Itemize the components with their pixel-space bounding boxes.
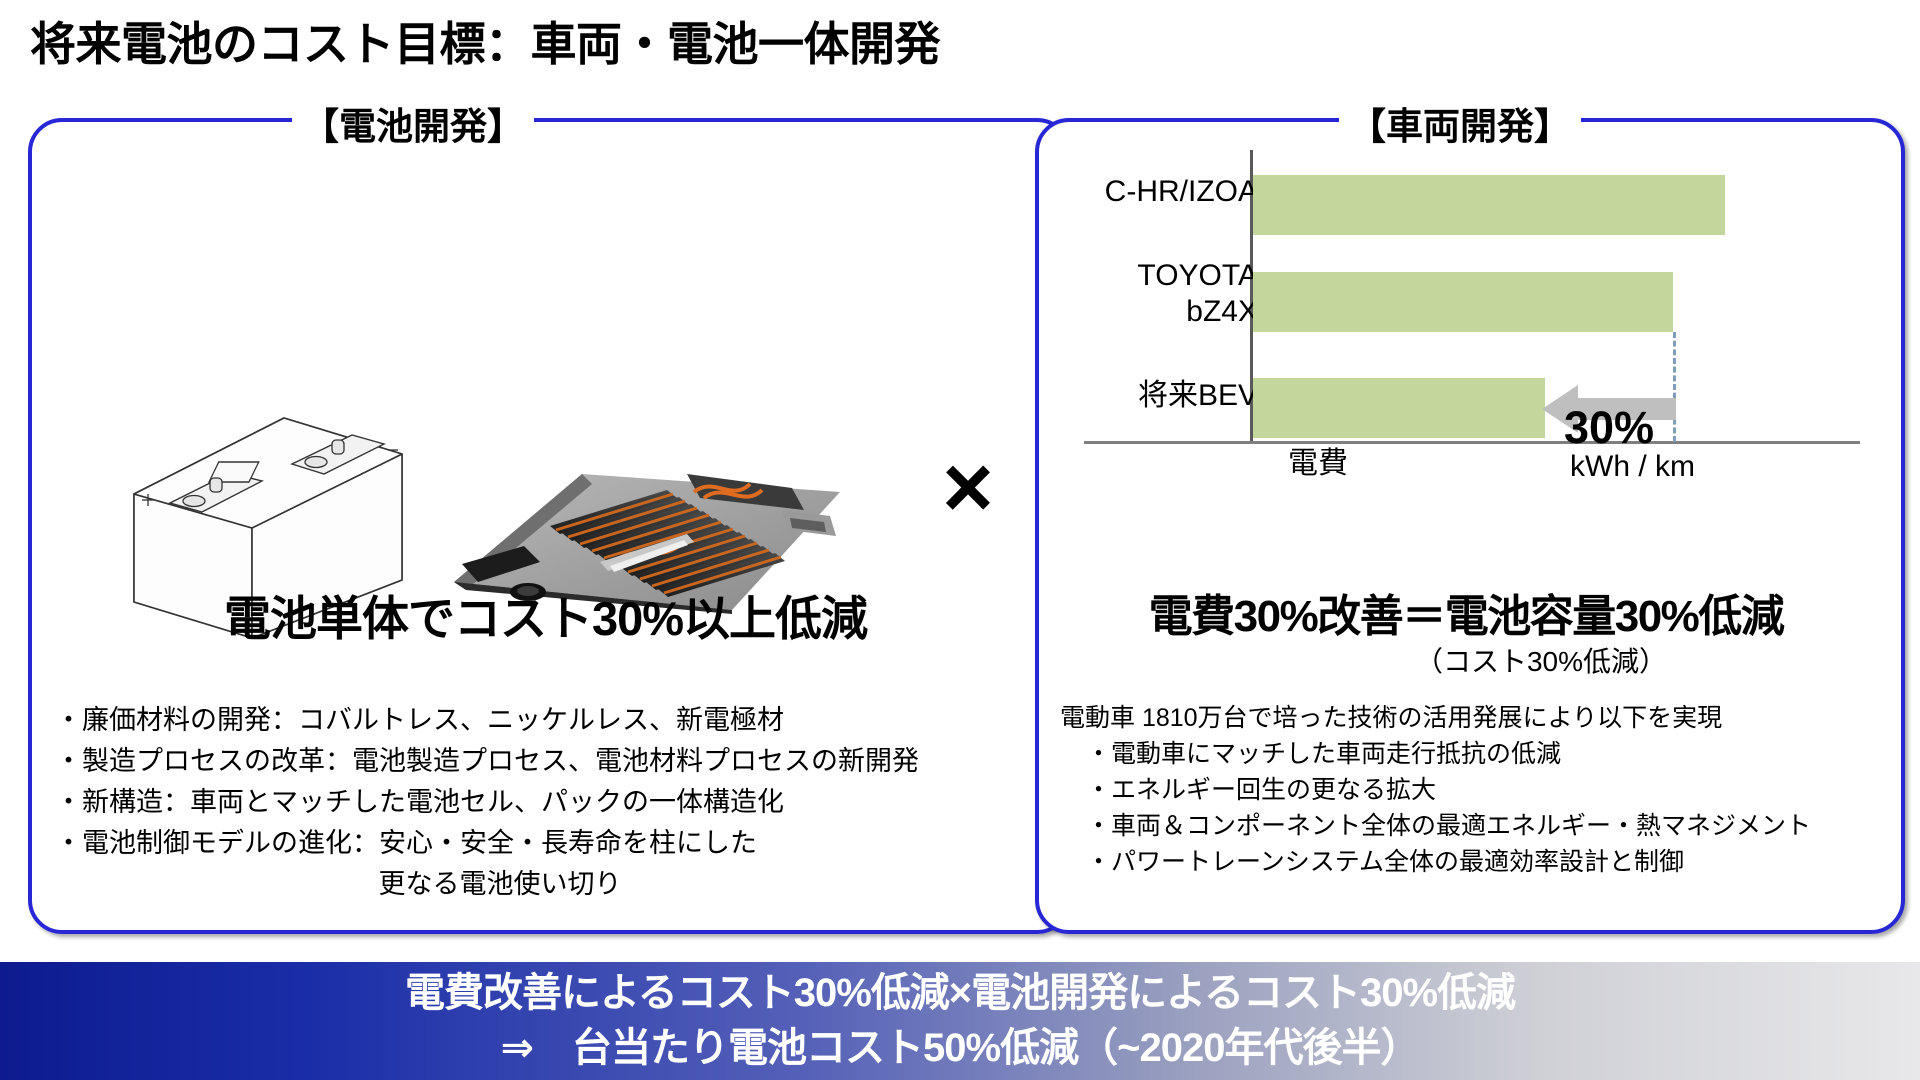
page-title: 将来電池のコスト目標：車両・電池一体開発: [30, 18, 941, 70]
list-item: ・製造プロセスの改革：電池製造プロセス、電池材料プロセスの新開発: [55, 746, 919, 776]
x-axis-label: 電費: [1288, 447, 1348, 480]
headline-battery: 電池単体でコスト30%以上低減: [223, 592, 868, 645]
list-item: ・車両＆コンポーネント全体の最適エネルギー・熱マネジメント: [1086, 812, 1812, 840]
bar-toyota-bz4x: [1253, 272, 1673, 332]
headline-vehicle: 電費30%改善＝電池容量30%低減: [1148, 592, 1785, 641]
reduction-percent-label: 30%: [1564, 402, 1655, 453]
bar-c-hr-izoa: [1253, 175, 1725, 235]
banner-line-2: ⇒ 台当たり電池コスト50%低減（~2020年代後半）: [500, 1026, 1421, 1070]
list-item: ・廉価材料の開発：コバルトレス、ニッケルレス、新電極材: [55, 705, 784, 735]
panel-vehicle-development: 【車両開発】: [1035, 96, 1905, 934]
list-item: ・電動車にマッチした車両走行抵抗の低減: [1086, 740, 1562, 768]
chart-x-axis: [1084, 441, 1860, 444]
reduction-arrow-icon: [1542, 382, 1676, 436]
bar-label-2: 将来BEV: [1137, 379, 1258, 412]
banner-line-1: 電費改善によるコスト30%低減×電池開発によるコスト30%低減: [404, 971, 1516, 1015]
bullets-vehicle: 電動車 1810万台で培った技術の活用発展により以下を実現 ・電動車にマッチした…: [1060, 700, 1890, 880]
battery-pack-photo: [432, 414, 862, 634]
panel-header-vehicle: 【車両開発】: [1339, 96, 1581, 150]
subline-vehicle: （コスト30%低減）: [1414, 646, 1668, 677]
bar-label-1-line1: TOYOTA: [1137, 259, 1258, 292]
list-item: ・電池制御モデルの進化：安心・安全・長寿命を柱にした: [55, 828, 757, 858]
panel-battery-development: 【電池開発】: [28, 96, 1071, 934]
list-item: 電動車 1810万台で培った技術の活用発展により以下を実現: [1060, 704, 1723, 732]
bar-label-1-line2: bZ4X: [1186, 295, 1258, 328]
multiply-symbol: ×: [930, 443, 1006, 531]
summary-banner: 電費改善によるコスト30%低減×電池開発によるコスト30%低減 ⇒ 台当たり電池…: [0, 962, 1920, 1080]
chart-y-axis: [1250, 150, 1253, 442]
list-item: 更なる電池使い切り: [378, 869, 622, 899]
bullets-battery: ・廉価材料の開発：コバルトレス、ニッケルレス、新電極材 ・製造プロセスの改革：電…: [55, 700, 1025, 905]
x-axis-unit: kWh / km: [1570, 450, 1695, 483]
battery-cell-lineart-icon: [102, 402, 432, 652]
list-item: ・新構造：車両とマッチした電池セル、パックの一体構造化: [55, 787, 784, 817]
reference-dashed-line: [1673, 332, 1676, 442]
bar-future-bev: [1253, 378, 1545, 438]
bar-label-0: C-HR/IZOA: [1104, 175, 1258, 208]
panel-header-battery: 【電池開発】: [292, 96, 534, 150]
list-item: ・パワートレーンシステム全体の最適効率設計と制御: [1086, 848, 1685, 876]
electric-consumption-bar-chart: C-HR/IZOA TOYOTA bZ4X 将来BEV 30% 電費 kWh /…: [1070, 150, 1870, 483]
list-item: ・エネルギー回生の更なる拡大: [1086, 776, 1437, 804]
